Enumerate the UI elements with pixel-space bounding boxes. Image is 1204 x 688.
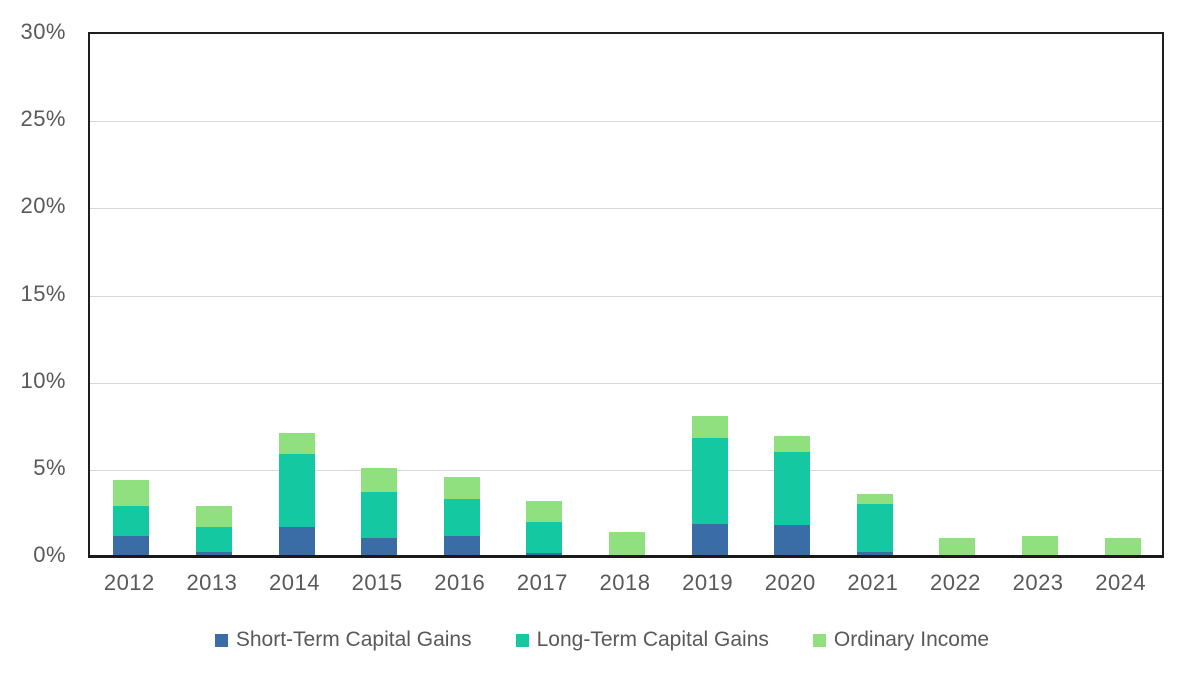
legend-label: Ordinary Income — [833, 628, 990, 651]
bar-segment — [691, 415, 728, 439]
y-tick-label: 0% — [33, 542, 66, 567]
bar-segment — [691, 438, 728, 524]
gridline — [90, 295, 1162, 297]
bar-segment — [113, 480, 150, 507]
y-tick-label: 30% — [20, 19, 66, 44]
bar-stack-2021 — [856, 34, 893, 555]
x-tick-label: 2024 — [1095, 570, 1147, 595]
bar-segment — [856, 504, 893, 552]
legend-swatch-icon — [515, 633, 529, 647]
plot-area — [88, 32, 1164, 558]
bar-segment — [1104, 537, 1141, 555]
bar-stack-2018 — [609, 34, 645, 555]
x-tick-label: 2016 — [434, 570, 486, 595]
x-tick-label: 2021 — [847, 570, 899, 595]
bar-segment — [443, 535, 480, 555]
bar-segment — [278, 432, 315, 454]
x-tick-label: 2019 — [682, 570, 734, 595]
bar-segment — [113, 506, 150, 536]
y-tick-label: 5% — [33, 454, 66, 480]
legend-item: Short-Term Capital Gains — [214, 628, 472, 652]
bar-segment — [195, 551, 232, 555]
x-tick-label: 2012 — [103, 570, 155, 595]
bar-stack-2015 — [361, 34, 398, 555]
bar-segment — [774, 452, 811, 526]
bar-stack-2014 — [278, 34, 315, 555]
x-tick-label: 2022 — [929, 570, 981, 595]
bar-stack-2017 — [526, 34, 563, 555]
bar-segment — [278, 527, 315, 555]
legend-label: Short-Term Capital Gains — [235, 628, 472, 651]
x-tick-label: 2023 — [1012, 570, 1064, 595]
bar-stack-2020 — [774, 34, 811, 555]
gridline — [90, 208, 1162, 210]
x-tick-label: 2013 — [186, 570, 238, 595]
bar-segment — [856, 494, 893, 505]
legend-label: Long-Term Capital Gains — [536, 628, 769, 651]
legend-swatch-icon — [214, 633, 228, 647]
bar-segment — [691, 523, 728, 555]
legend-item: Long-Term Capital Gains — [515, 628, 769, 652]
bar-segment — [526, 521, 563, 554]
y-tick-label: 25% — [20, 106, 66, 132]
bar-segment — [195, 527, 232, 552]
bar-segment — [361, 492, 398, 538]
y-tick-label: 20% — [20, 193, 66, 219]
y-tick-label: 15% — [20, 280, 66, 306]
bar-segment — [856, 551, 893, 555]
legend: Short-Term Capital Gains Long-Term Capita… — [0, 628, 1204, 652]
x-tick-label: 2018 — [599, 570, 651, 595]
bar-segment — [939, 537, 976, 555]
bar-segment — [774, 525, 811, 555]
bar-segment — [526, 553, 563, 555]
gridline — [90, 121, 1162, 123]
bar-segment — [443, 476, 480, 500]
bar-segment — [526, 500, 563, 522]
bar-segment — [774, 436, 811, 453]
x-tick-label: 2020 — [764, 570, 816, 595]
bar-segment — [443, 499, 480, 536]
gridline — [90, 382, 1162, 384]
bar-stack-2024 — [1104, 34, 1141, 555]
bar-stack-2016 — [443, 34, 480, 555]
gridline — [90, 469, 1162, 471]
x-tick-label: 2017 — [516, 570, 568, 595]
bar-stack-2012 — [113, 34, 150, 555]
legend-item: Ordinary Income — [812, 628, 990, 652]
y-tick-label: 10% — [20, 367, 66, 393]
bar-segment — [195, 506, 232, 528]
legend-swatch-icon — [812, 633, 826, 647]
bar-segment — [361, 537, 398, 555]
bar-segment — [361, 467, 398, 493]
bar-segment — [1022, 535, 1059, 555]
x-tick-label: 2015 — [351, 570, 403, 595]
bar-stack-2019 — [691, 34, 728, 555]
bar-stack-2023 — [1022, 34, 1059, 555]
bar-segment — [609, 532, 645, 555]
bar-stack-2013 — [195, 34, 232, 555]
bar-segment — [278, 453, 315, 528]
x-tick-label: 2014 — [269, 570, 320, 595]
bar-segment — [113, 535, 150, 555]
bar-stack-2022 — [939, 34, 976, 555]
